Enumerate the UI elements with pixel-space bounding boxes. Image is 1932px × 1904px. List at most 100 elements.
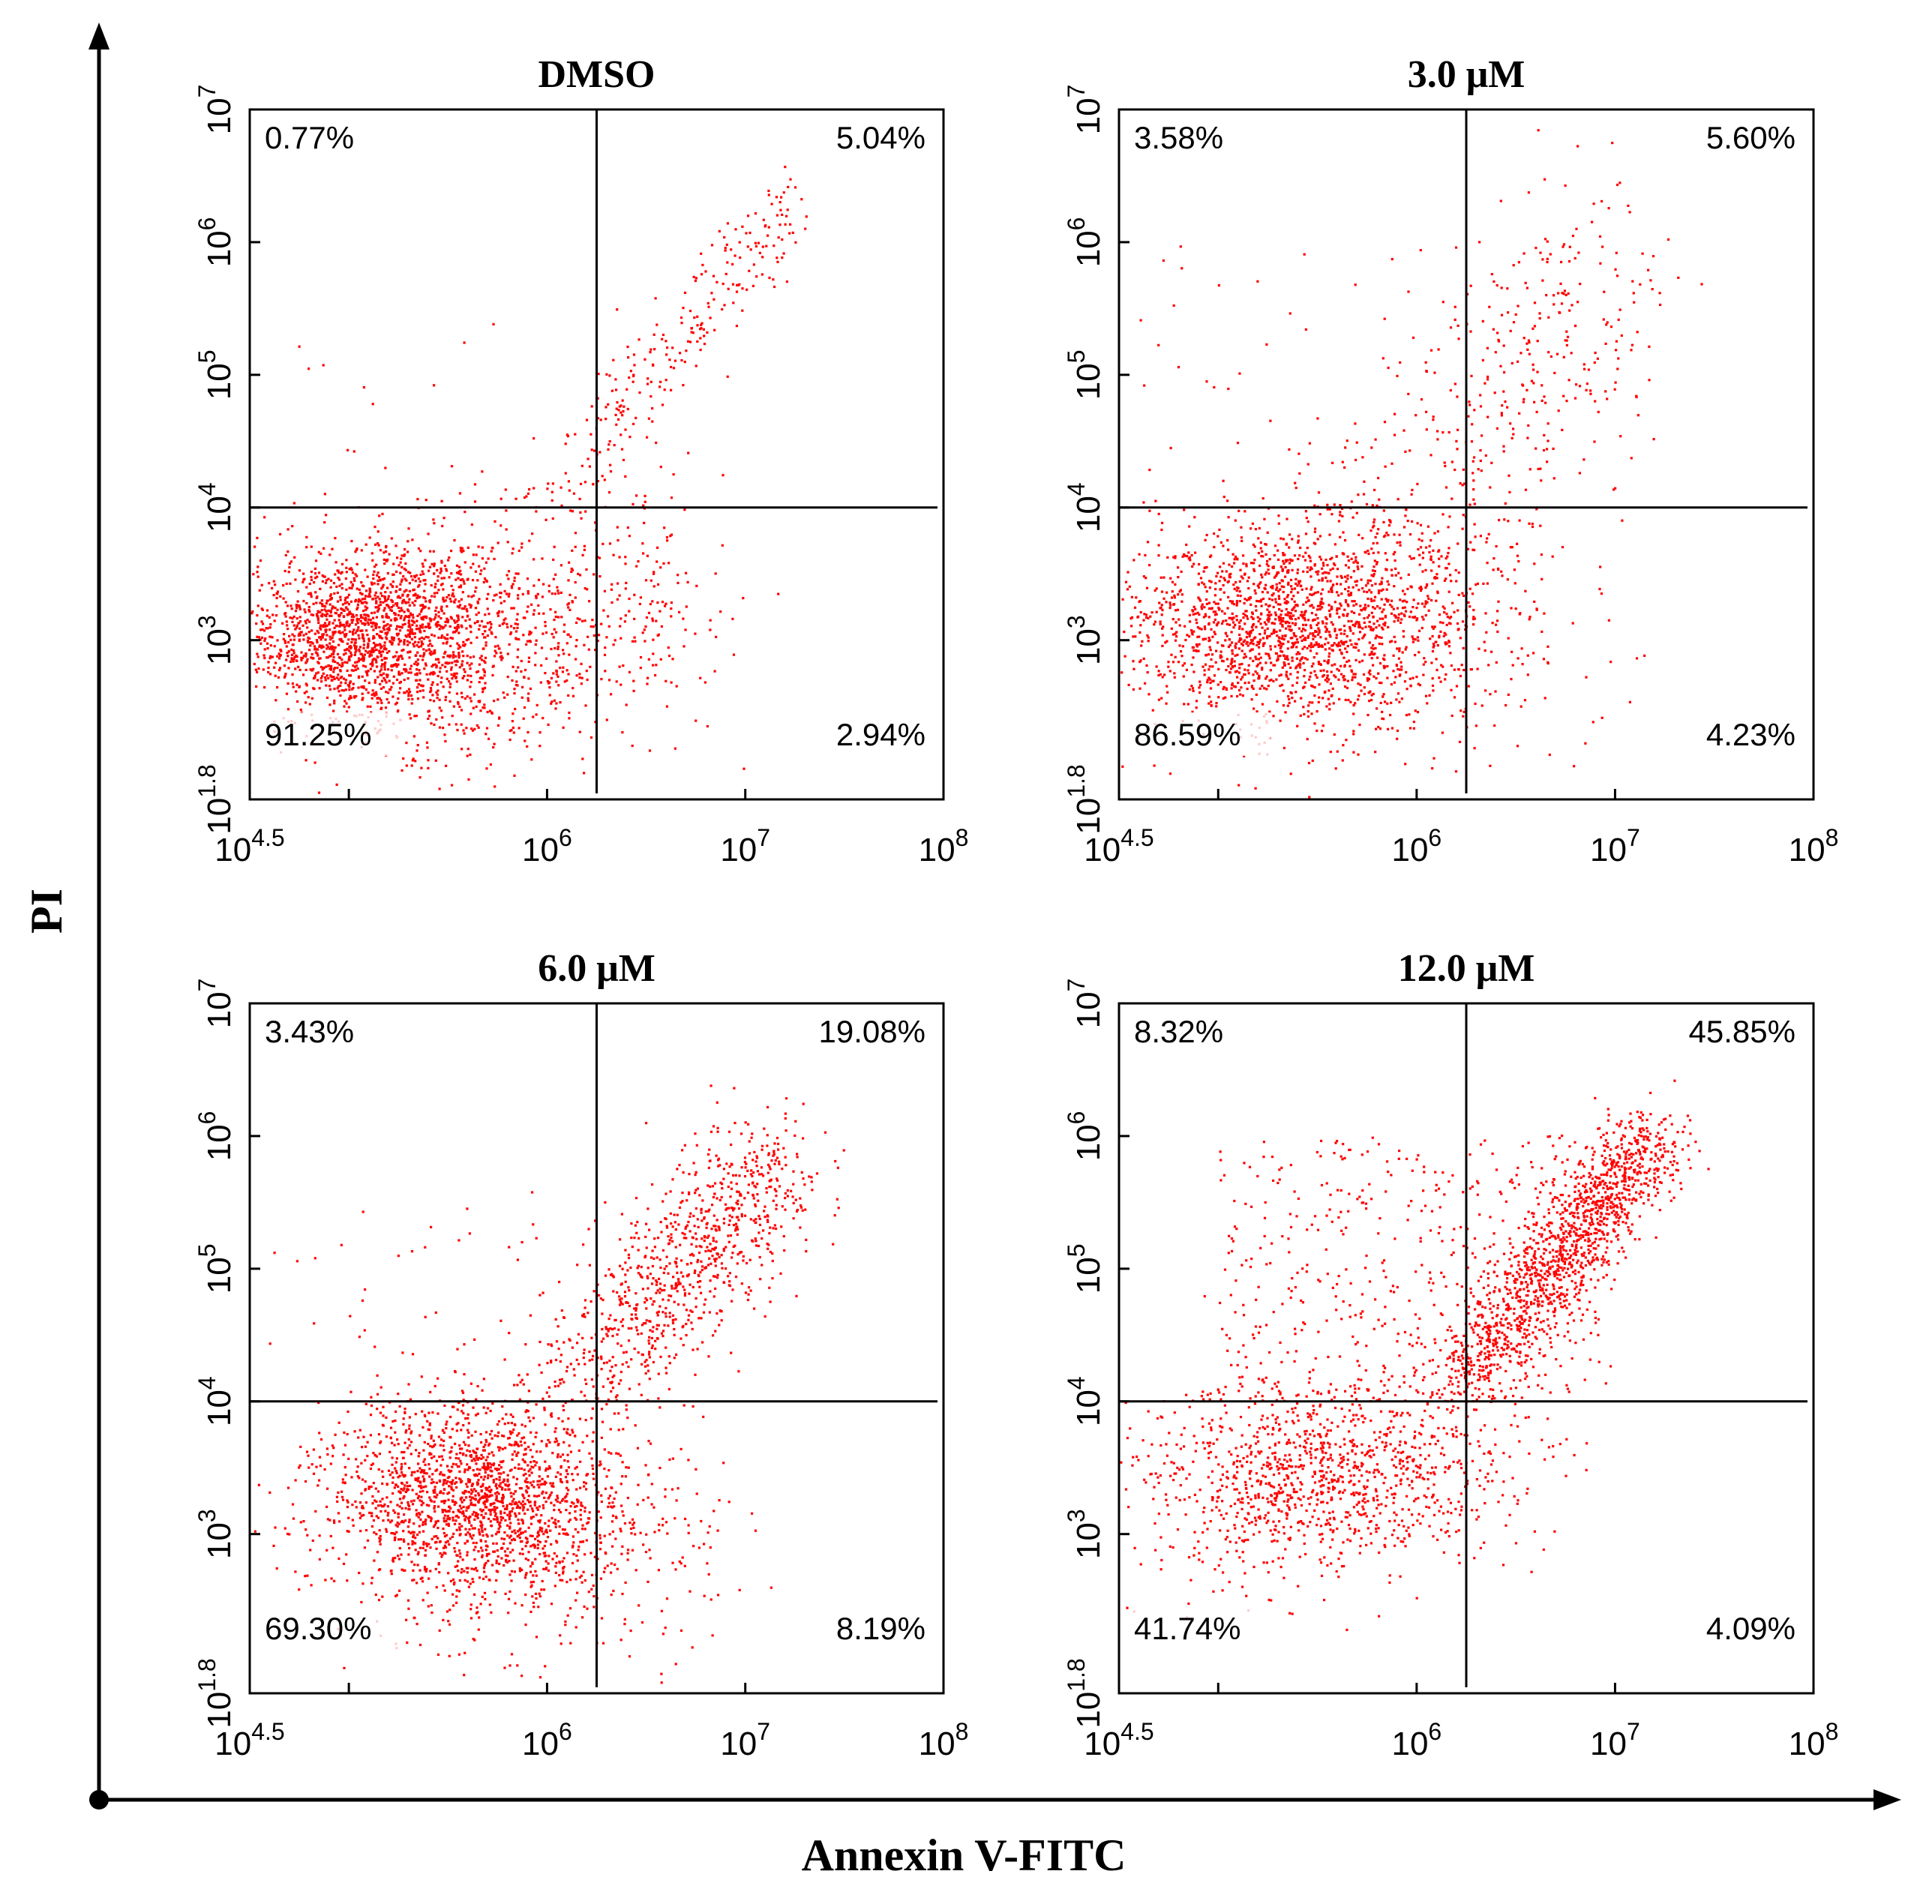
scatter-point — [754, 212, 757, 214]
scatter-point — [524, 739, 526, 742]
scatter-point — [1418, 683, 1420, 685]
scatter-point — [333, 582, 335, 584]
scatter-point — [1192, 633, 1194, 635]
scatter-point — [1264, 588, 1267, 590]
scatter-point — [487, 607, 489, 610]
scatter-point — [286, 645, 288, 647]
scatter-point — [1342, 643, 1344, 645]
scatter-point — [1380, 702, 1382, 704]
scatter-point — [293, 652, 296, 654]
scatter-point — [568, 717, 570, 719]
scatter-point — [452, 654, 454, 656]
scatter-point — [1510, 607, 1512, 609]
scatter-point — [783, 191, 785, 193]
scatter-point — [1496, 610, 1498, 612]
scatter-point — [391, 664, 393, 667]
scatter-point — [648, 612, 650, 614]
scatter-point — [371, 664, 374, 667]
scatter-point — [476, 671, 478, 673]
scatter-point — [384, 607, 386, 609]
scatter-point — [1394, 559, 1396, 562]
scatter-point — [1532, 652, 1534, 654]
scatter-point — [406, 640, 409, 643]
scatter-point — [1387, 600, 1389, 602]
scatter-point — [605, 636, 608, 638]
scatter-point — [297, 601, 299, 603]
scatter-point — [1153, 623, 1155, 625]
scatter-point — [1421, 616, 1424, 618]
scatter-point — [1214, 633, 1216, 635]
scatter-point — [386, 613, 388, 615]
scatter-point — [1562, 246, 1564, 248]
scatter-point — [1528, 618, 1531, 620]
scatter-point — [268, 582, 270, 584]
scatter-point — [1213, 621, 1215, 623]
scatter-point — [400, 649, 403, 652]
scatter-point — [1276, 658, 1279, 661]
scatter-point — [414, 760, 416, 762]
scatter-point — [1520, 352, 1522, 354]
scatter-point — [1234, 670, 1237, 673]
scatter-point — [1429, 637, 1431, 640]
scatter-point — [1318, 701, 1320, 703]
scatter-point — [1534, 247, 1537, 249]
scatter-point — [614, 378, 616, 380]
scatter-point — [516, 627, 518, 629]
scatter-point — [633, 690, 635, 692]
scatter-point — [1310, 566, 1312, 568]
scatter-point — [306, 684, 308, 686]
scatter-point — [728, 288, 730, 290]
scatter-point — [350, 619, 352, 621]
scatter-point — [1234, 660, 1236, 662]
scatter-point — [444, 666, 446, 668]
scatter-point — [696, 340, 698, 343]
scatter-point — [499, 625, 501, 627]
scatter-point — [1534, 448, 1537, 450]
scatter-point — [1288, 562, 1291, 564]
scatter-point — [1174, 656, 1177, 658]
scatter-point — [1528, 191, 1530, 193]
scatter-point — [664, 605, 666, 607]
scatter-point — [371, 598, 374, 600]
scatter-point — [306, 660, 308, 662]
scatter-point — [1579, 385, 1581, 387]
scatter-point — [1186, 669, 1188, 671]
scatter-point — [1252, 623, 1255, 625]
scatter-point — [693, 276, 695, 278]
scatter-point — [1340, 673, 1342, 676]
scatter-point — [1454, 696, 1456, 698]
scatter-point — [1158, 513, 1160, 515]
scatter-point — [307, 637, 309, 639]
scatter-point — [687, 581, 689, 583]
scatter-point — [1335, 637, 1337, 639]
scatter-point — [1408, 616, 1411, 618]
scatter-point — [684, 292, 686, 294]
scatter-point — [440, 568, 442, 570]
scatter-point — [404, 679, 406, 681]
scatter-point — [1462, 647, 1465, 649]
scatter-point — [414, 593, 416, 595]
scatter-point — [574, 596, 577, 598]
scatter-point — [513, 688, 515, 690]
scatter-point — [1445, 613, 1448, 615]
scatter-point — [1312, 663, 1314, 665]
scatter-point — [328, 553, 331, 556]
scatter-point — [1144, 577, 1147, 579]
scatter-point — [1316, 652, 1318, 655]
scatter-point — [560, 616, 562, 618]
scatter-point — [1328, 534, 1330, 536]
scatter-point — [421, 637, 423, 639]
scatter-point — [1501, 414, 1503, 416]
scatter-point — [776, 196, 778, 198]
scatter-point — [1406, 688, 1408, 690]
scatter-point — [339, 685, 341, 687]
scatter-point — [325, 610, 327, 612]
scatter-point — [1384, 421, 1386, 423]
scatter-point — [1290, 591, 1292, 593]
scatter-point — [1146, 587, 1148, 589]
scatter-point — [1267, 532, 1269, 534]
scatter-point — [324, 605, 326, 607]
scatter-point — [1310, 672, 1312, 674]
scatter-point — [1462, 620, 1464, 622]
scatter-point — [311, 697, 314, 700]
